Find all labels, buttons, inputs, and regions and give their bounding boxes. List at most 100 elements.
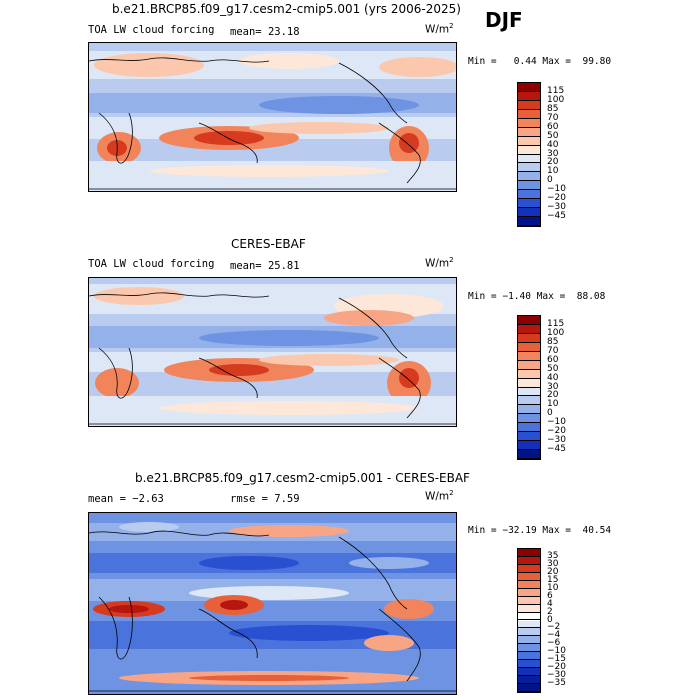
colorbar-swatch [518, 199, 540, 209]
colorbar-swatch [518, 676, 540, 685]
panel1-units: W/m2 [425, 22, 454, 36]
colorbar-swatch [518, 549, 540, 557]
colorbar-tick-label: −10 [547, 417, 566, 428]
colorbar-tick-label: 85 [547, 103, 559, 114]
colorbar-swatch [518, 620, 540, 629]
colorbar-tick-label: 20 [547, 390, 559, 401]
colorbar-tick-label: −45 [547, 211, 566, 222]
colorbar-tick-label: −6 [547, 638, 561, 649]
colorbar-tick-label: −2 [547, 622, 561, 633]
colorbar-tick-label: 60 [547, 354, 559, 365]
panel2-map-field [89, 278, 456, 426]
panel3-max-value: 40.54 [582, 525, 612, 536]
panel3-rmse-label: rmse = 7.59 [230, 493, 300, 505]
colorbar-tick-label: 115 [547, 85, 565, 96]
colorbar-swatch [518, 351, 540, 361]
colorbar-swatch [518, 636, 540, 645]
colorbar-swatch [518, 316, 540, 325]
colorbar-swatch [518, 172, 540, 182]
colorbar-swatch [518, 414, 540, 424]
colorbar-tick-label: −30 [547, 670, 566, 681]
panel1-mean-label: mean= 23.18 [230, 26, 300, 38]
colorbar-swatch [518, 441, 540, 451]
colorbar-swatch [518, 396, 540, 406]
colorbar-swatch [518, 217, 540, 226]
colorbar-tick-label: 2 [547, 606, 553, 617]
colorbar-swatch [518, 644, 540, 653]
colorbar-swatch [518, 423, 540, 433]
colorbar-swatch [518, 556, 540, 565]
colorbar-swatch [518, 163, 540, 173]
colorbar-swatch [518, 564, 540, 573]
colorbar-tick-label: 70 [547, 112, 559, 123]
colorbar-tick-label: 60 [547, 121, 559, 132]
colorbar-swatch [518, 387, 540, 397]
colorbar-swatch [518, 91, 540, 101]
colorbar-tick-label: −20 [547, 193, 566, 204]
panel2-min-value: −1.40 [502, 291, 531, 302]
colorbar-tick-label: 6 [547, 590, 553, 601]
colorbar-swatch [518, 333, 540, 343]
colorbar-swatch [518, 83, 540, 92]
colorbar-swatch [518, 652, 540, 661]
colorbar-tick-label: −4 [547, 630, 561, 641]
colorbar-swatch [518, 405, 540, 415]
panel1-title: b.e21.BRCP85.f09_g17.cesm2-cmip5.001 (yr… [112, 2, 461, 16]
colorbar-tick-label: −20 [547, 662, 566, 673]
colorbar-tick-label: −15 [547, 654, 566, 665]
colorbar-swatch [518, 324, 540, 334]
panel2-map [88, 277, 457, 427]
colorbar-tick-label: 10 [547, 399, 559, 410]
panel3-map [88, 512, 457, 695]
colorbar-tick-label: 40 [547, 139, 559, 150]
panel2-title: CERES-EBAF [231, 237, 306, 251]
colorbar-swatch [518, 596, 540, 605]
colorbar-tick-label: 115 [547, 318, 565, 329]
panel3-mean-label: mean = −2.63 [88, 493, 164, 505]
colorbar-tick-label: 4 [547, 598, 553, 609]
colorbar-swatch [518, 628, 540, 637]
colorbar-swatch [518, 181, 540, 191]
colorbar-swatch [518, 668, 540, 677]
colorbar-swatch [518, 145, 540, 155]
colorbar-swatch [518, 360, 540, 370]
panel3-colorbar [517, 548, 541, 693]
colorbar-swatch [518, 378, 540, 388]
panel3-rmse-value: 7.59 [274, 493, 300, 505]
colorbar-tick-label: 40 [547, 372, 559, 383]
colorbar-swatch [518, 612, 540, 621]
panel3-units: W/m2 [425, 489, 454, 503]
colorbar-swatch [518, 572, 540, 581]
colorbar-swatch [518, 154, 540, 164]
colorbar-tick-label: −30 [547, 435, 566, 446]
panel1-map-field [89, 43, 456, 191]
colorbar-tick-label: 70 [547, 345, 559, 356]
colorbar-swatch [518, 118, 540, 128]
colorbar-swatch [518, 127, 540, 137]
colorbar-swatch [518, 208, 540, 218]
colorbar-tick-label: 50 [547, 363, 559, 374]
colorbar-swatch [518, 136, 540, 146]
colorbar-swatch [518, 588, 540, 597]
season-label: DJF [485, 8, 523, 32]
colorbar-swatch [518, 450, 540, 459]
colorbar-tick-label: 0 [547, 614, 553, 625]
colorbar-swatch [518, 342, 540, 352]
colorbar-tick-label: 50 [547, 130, 559, 141]
colorbar-tick-label: 85 [547, 336, 559, 347]
colorbar-tick-label: 10 [547, 166, 559, 177]
colorbar-swatch [518, 100, 540, 110]
colorbar-swatch [518, 369, 540, 379]
colorbar-tick-label: 0 [547, 408, 553, 419]
colorbar-tick-label: 30 [547, 148, 559, 159]
colorbar-tick-label: −20 [547, 426, 566, 437]
panel2-minmax: Min = −1.40 Max = 88.08 [468, 291, 606, 302]
panel1-max-value: 99.80 [582, 56, 612, 67]
panel1-mean-value: 23.18 [267, 26, 300, 38]
colorbar-swatch [518, 190, 540, 200]
panel2-variable-label: TOA LW cloud forcing [88, 258, 215, 270]
colorbar-tick-label: 30 [547, 381, 559, 392]
colorbar-swatch [518, 604, 540, 613]
colorbar-tick-label: 10 [547, 582, 559, 593]
panel1-min-value: 0.44 [513, 56, 537, 67]
